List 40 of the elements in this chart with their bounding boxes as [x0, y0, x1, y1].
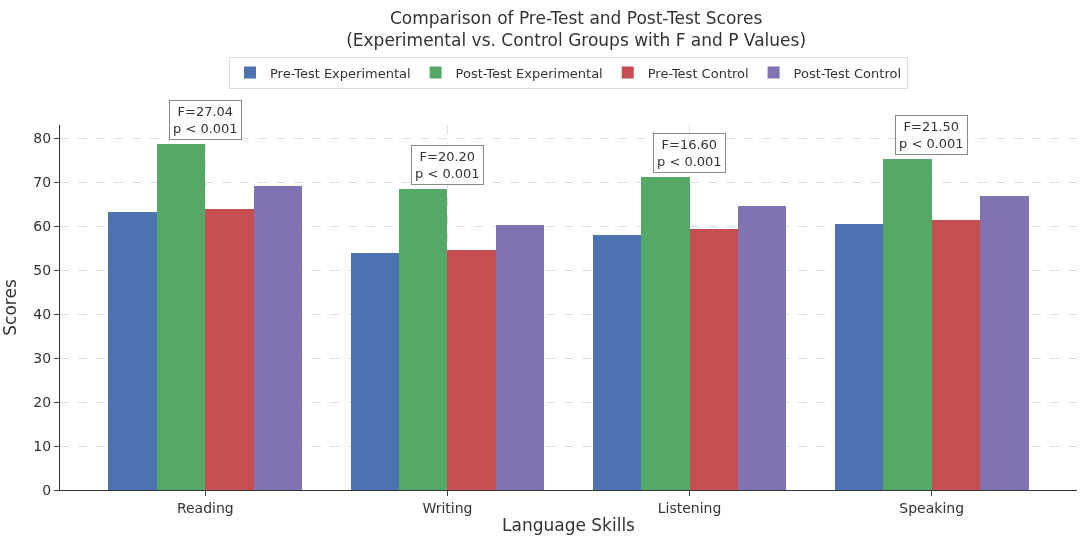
y-tick-label: 0 [42, 481, 52, 498]
bar [205, 209, 254, 490]
bar [641, 177, 690, 490]
y-tick-label: 10 [33, 437, 52, 454]
bar [883, 159, 932, 490]
bar [254, 186, 302, 490]
bar [351, 253, 399, 490]
chart-title: Comparison of Pre-Test and Post-Test Scores (Experimental vs. Control Groups with F and P Values) [346, 8, 807, 51]
y-tick-label: 30 [33, 349, 52, 366]
y-tick-label: 40 [33, 306, 52, 322]
x-tick-label: Reading [176, 499, 234, 516]
y-tick-label: 80 [33, 130, 52, 147]
bar [690, 229, 738, 490]
bar [593, 235, 641, 490]
annotation: F=20.20 p < 0.001 [415, 149, 480, 181]
y-tick-label: 20 [33, 393, 52, 410]
legend-label: Post-Test Experimental [455, 65, 603, 81]
bar [738, 206, 786, 490]
bar [157, 144, 205, 490]
legend-label: Post-Test Control [793, 65, 902, 81]
legend-label: Pre-Test Experimental [270, 65, 411, 81]
x-tick-label: Writing [422, 499, 473, 516]
bar [496, 225, 544, 490]
legend-label: Pre-Test Control [647, 65, 749, 81]
annotation: F=27.04 p < 0.001 [173, 104, 238, 136]
bar [108, 212, 157, 490]
bar [980, 196, 1029, 490]
bar [447, 250, 496, 490]
y-tick-label: 70 [33, 174, 52, 191]
annotation: F=16.60 p < 0.001 [657, 137, 722, 169]
x-tick-label: Speaking [899, 499, 965, 516]
bar [932, 220, 980, 490]
y-axis-title: Scores [0, 279, 20, 336]
y-tick-label: 50 [33, 262, 52, 279]
x-tick-label: Listening [657, 499, 722, 516]
bar [399, 189, 447, 490]
y-tick-label: 60 [33, 218, 52, 235]
x-axis-title: Language Skills [502, 515, 636, 536]
bar [835, 224, 883, 490]
annotation: F=21.50 p < 0.001 [899, 119, 964, 151]
